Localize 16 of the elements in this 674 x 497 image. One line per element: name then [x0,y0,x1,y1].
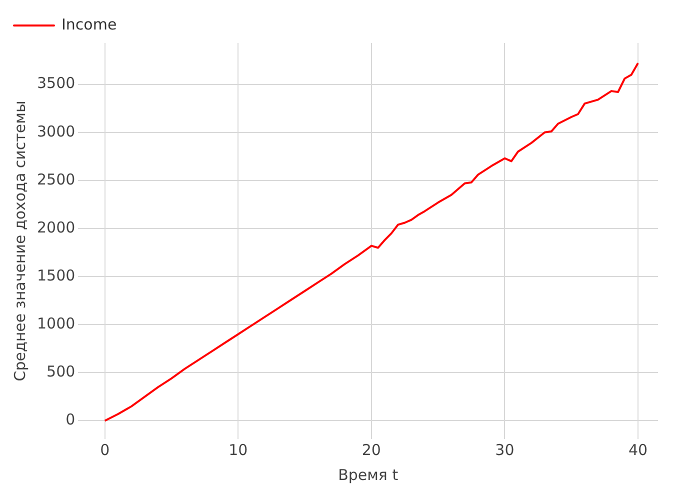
x-tick-label: 20 [362,440,381,459]
y-tick-label: 0 [66,410,76,429]
y-tick-label: 500 [46,362,76,381]
x-tick-label: 40 [628,440,648,459]
y-tick-label: 2500 [36,170,76,188]
y-axis-title: Среднее значение дохода системы [10,100,29,382]
y-tick-label: 3000 [36,122,76,140]
y-tick-label: 1000 [36,314,76,333]
x-tick-label: 10 [228,440,248,459]
y-tick-label: 2000 [36,218,76,236]
x-tick-label: 0 [100,440,110,459]
y-tick-label: 1500 [36,266,76,284]
y-tick-label: 3500 [36,74,76,92]
x-tick-label: 30 [495,440,514,459]
legend-label: Income [62,15,117,34]
x-axis-title: Время t [338,466,398,484]
